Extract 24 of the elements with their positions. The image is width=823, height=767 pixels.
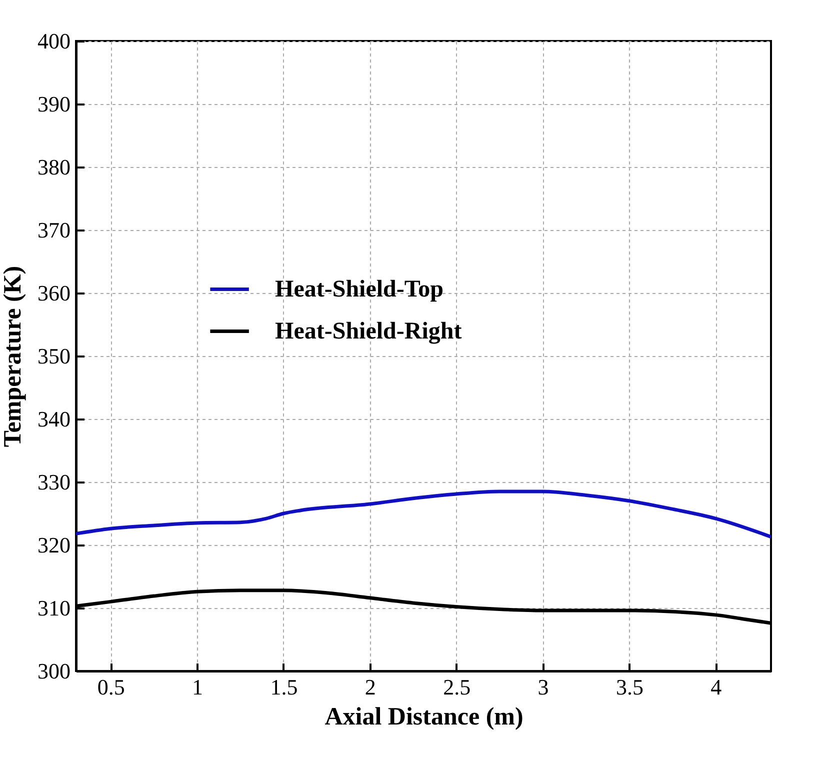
y-tick-label: 330 <box>38 470 70 494</box>
legend-label: Heat-Shield-Right <box>275 318 462 344</box>
x-axis-title: Axial Distance (m) <box>324 704 524 730</box>
y-tick-label: 350 <box>38 344 70 368</box>
y-axis-title: Temperature (K) <box>0 266 26 448</box>
x-tick-label: 3.5 <box>616 674 644 700</box>
x-tick-label: 3 <box>538 674 549 700</box>
x-tick-label: 1.5 <box>270 674 298 700</box>
y-tick-label: 360 <box>38 280 70 306</box>
x-tick-label: 0.5 <box>97 674 125 700</box>
line-series <box>76 490 771 539</box>
y-tick-label: 310 <box>38 596 70 620</box>
x-tick-label: 2.5 <box>443 674 471 700</box>
x-tick-label: 2 <box>364 674 376 700</box>
y-tick-label: 320 <box>38 532 70 558</box>
x-tick-label: 1 <box>192 674 204 700</box>
legend-label: Heat-Shield-Top <box>275 276 444 302</box>
y-tick-label: 390 <box>38 92 70 116</box>
y-tick-label: 340 <box>38 406 70 432</box>
y-tick-label: 370 <box>38 218 70 242</box>
y-tick-label: 300 <box>38 658 70 684</box>
x-tick-label: 4 <box>710 674 722 700</box>
y-tick-label: 380 <box>38 154 70 180</box>
y-tick-label: 400 <box>38 28 70 54</box>
